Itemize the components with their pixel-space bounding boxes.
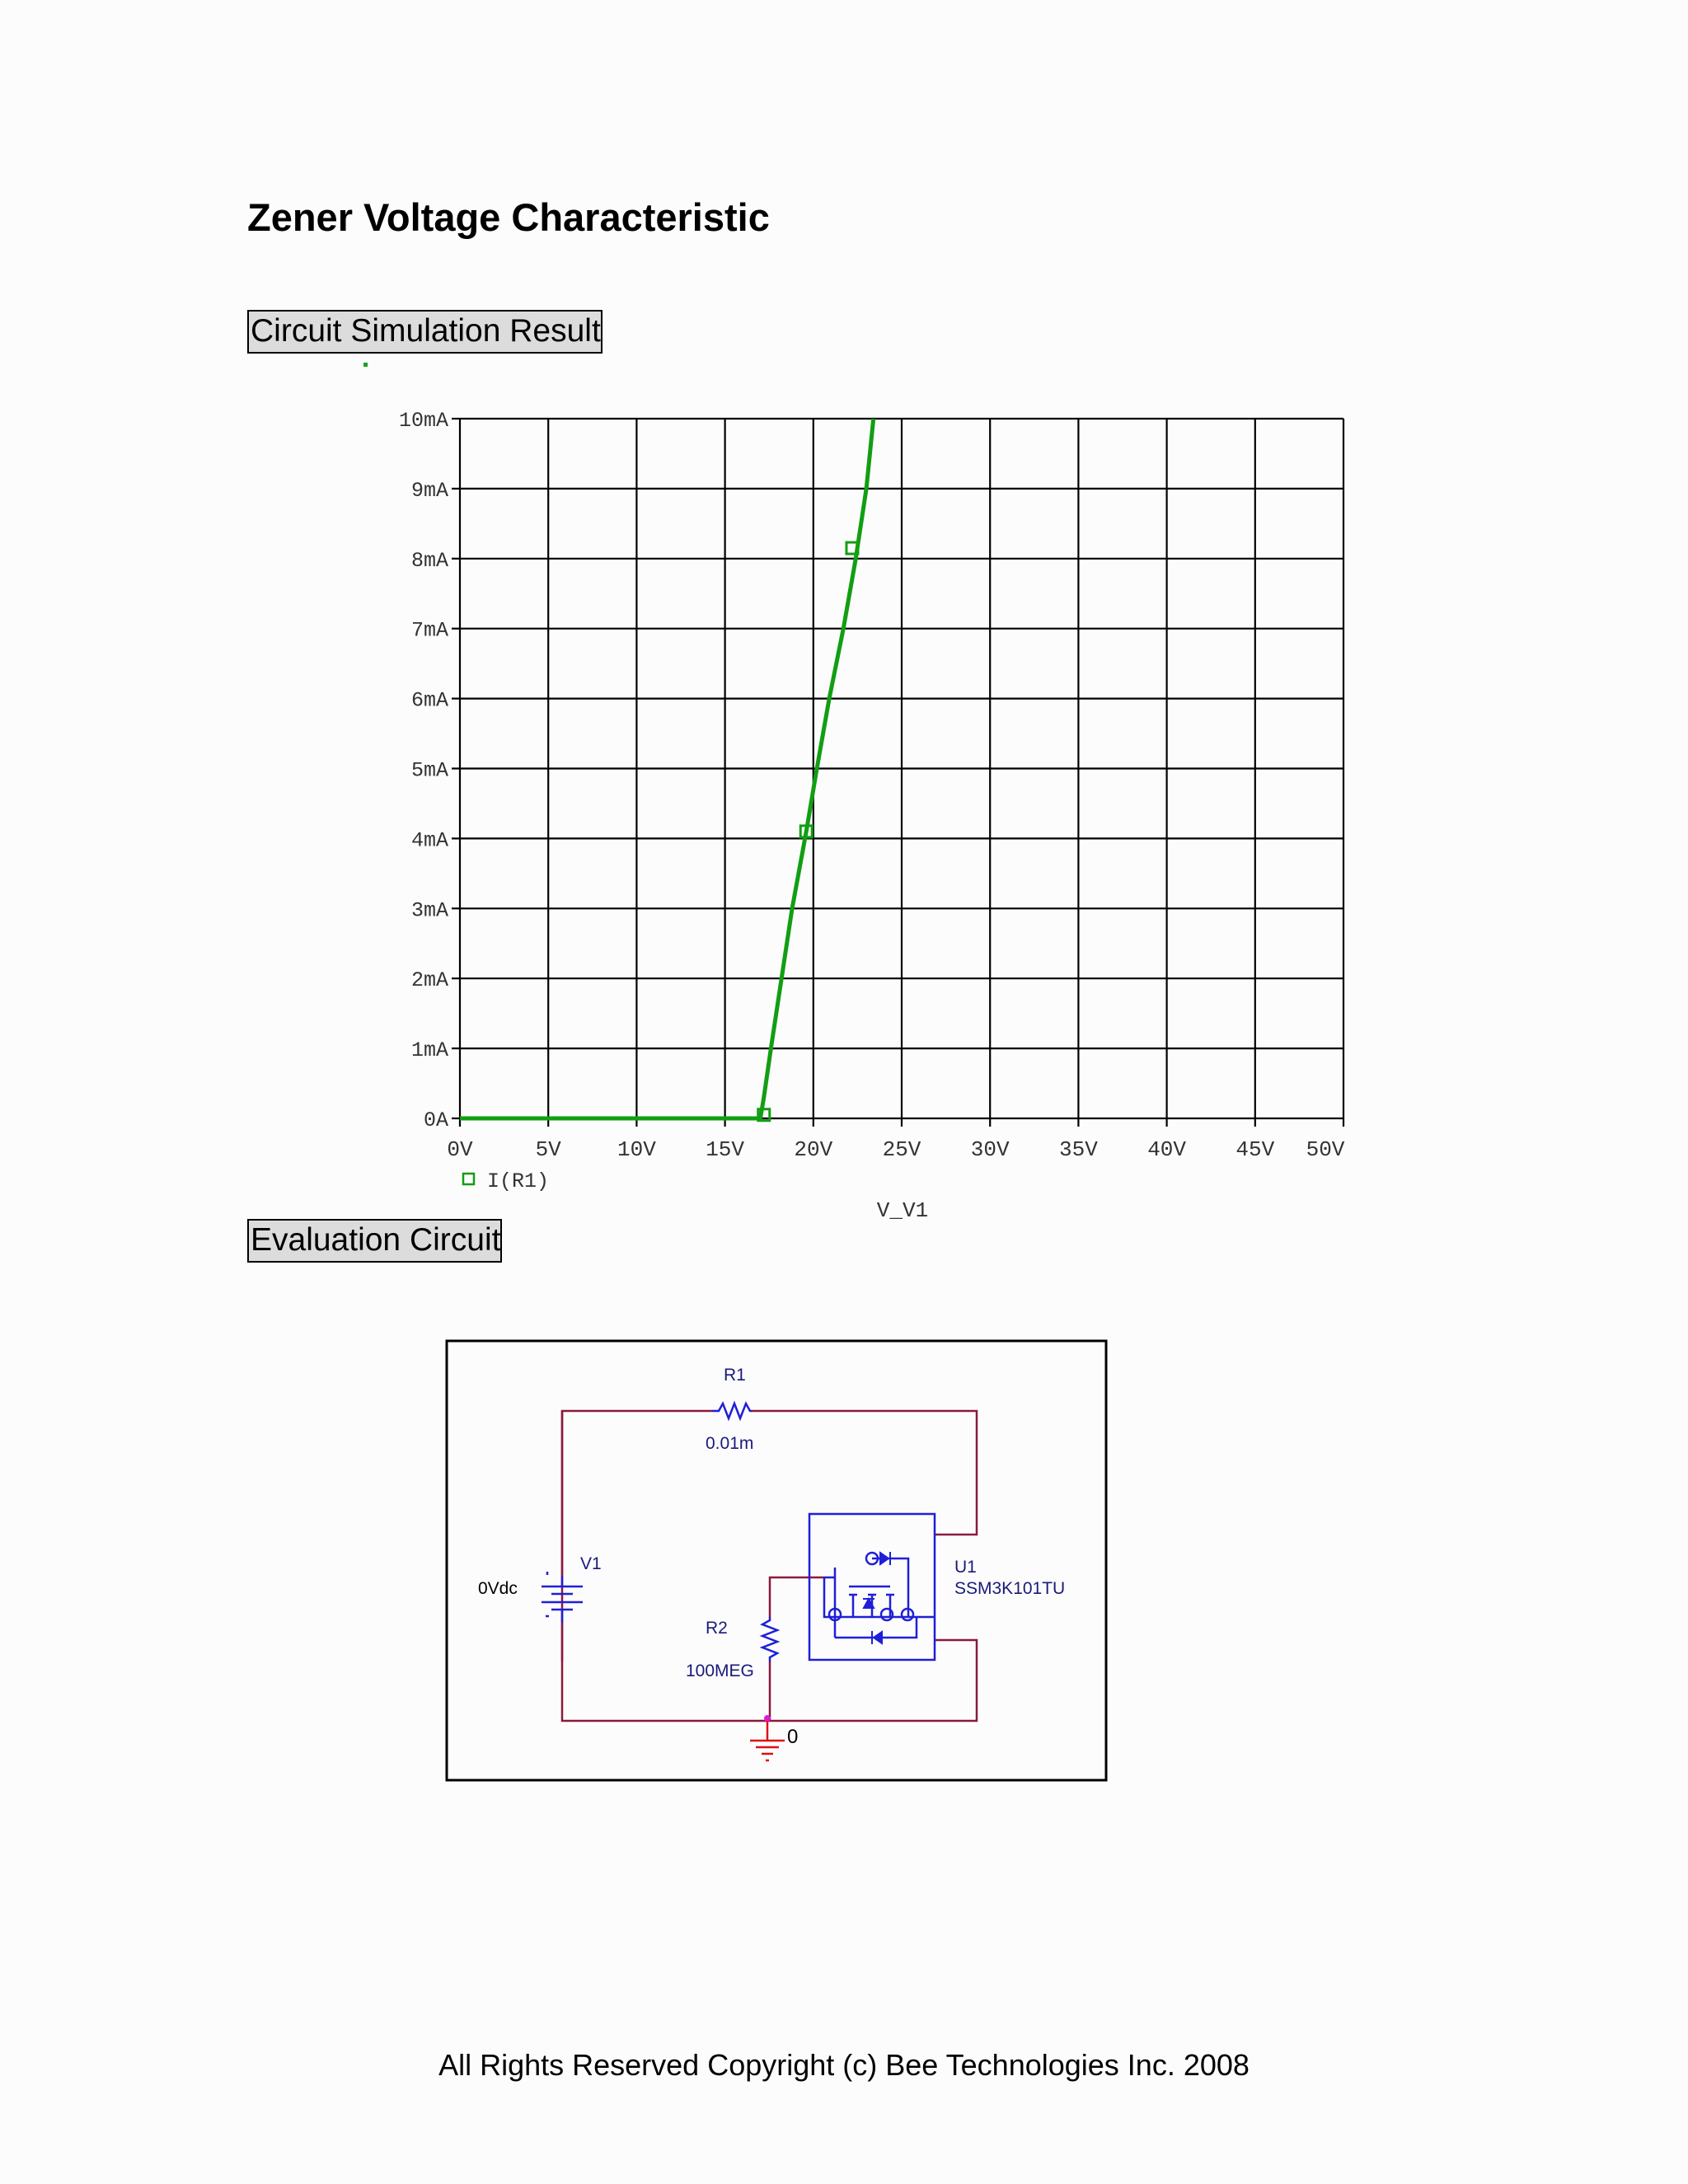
- r2-value: 100MEG: [686, 1661, 754, 1680]
- u1-part: SSM3K101TU: [954, 1579, 1065, 1598]
- chart-grid: [452, 417, 1345, 1127]
- page-title: Zener Voltage Characteristic: [247, 195, 770, 239]
- y-tick-label-9: 9mA: [411, 479, 448, 503]
- x-tick-label-4: 20V: [794, 1137, 832, 1162]
- x-tick-label-0: 0V: [447, 1137, 473, 1162]
- x-tick-label-7: 35V: [1059, 1137, 1098, 1162]
- r1-name: R1: [724, 1366, 746, 1385]
- x-tick-label-5: 25V: [883, 1137, 921, 1162]
- u1-name: U1: [954, 1558, 977, 1577]
- legend-marker: [462, 1172, 476, 1186]
- v1-source: [542, 1572, 583, 1623]
- v1-name: V1: [580, 1554, 602, 1573]
- y-tick-label-1: 1mA: [411, 1038, 448, 1062]
- x-tick-label-1: 5V: [536, 1137, 562, 1162]
- series-marker-1: [799, 824, 814, 839]
- series-line-0: [460, 418, 876, 1121]
- y-tick-label-5: 5mA: [411, 759, 448, 783]
- wires: [560, 1409, 978, 1722]
- r2-name: R2: [706, 1619, 728, 1638]
- series-marker-0: [757, 1108, 771, 1122]
- r1-resistor: [712, 1400, 752, 1422]
- r2-resistor: [759, 1617, 781, 1661]
- y-tick-label-7: 7mA: [411, 619, 448, 643]
- zener-iv-chart: 0A 1mA 2mA 3mA 4mA 5mA 6mA 7mA 8mA 9mA 10mA 0V 5V 10…: [399, 409, 1345, 1223]
- x-axis-ticks: 0V 5V 10V 15V 20V 25V 30V 35V 40V 45V 50V: [447, 1137, 1344, 1162]
- y-tick-label-10: 10mA: [399, 409, 448, 433]
- x-tick-label-8: 40V: [1147, 1137, 1186, 1162]
- copyright-footer: All Rights Reserved Copyright (c) Bee Te…: [438, 2048, 1250, 2082]
- y-tick-label-8: 8mA: [411, 549, 448, 573]
- x-tick-label-10: 50V: [1306, 1137, 1345, 1162]
- ground-label: 0: [787, 1726, 798, 1748]
- v1-value: 0Vdc: [478, 1579, 518, 1598]
- schematic-frame: [445, 1339, 1108, 1782]
- x-tick-label-6: 30V: [971, 1137, 1010, 1162]
- x-tick-label-3: 15V: [706, 1137, 744, 1162]
- y-tick-label-4: 4mA: [411, 828, 448, 852]
- x-tick-label-2: 10V: [617, 1137, 656, 1162]
- legend-label-i-r1: I(R1): [487, 1169, 549, 1193]
- y-tick-label-0: 0A: [424, 1108, 448, 1132]
- y-tick-label-2: 2mA: [411, 968, 448, 992]
- x-tick-label-9: 45V: [1236, 1137, 1274, 1162]
- evaluation-circuit-schematic: R1 0.01m V1 0Vdc R2 100MEG 0: [445, 1339, 1108, 1782]
- y-tick-label-6: 6mA: [411, 689, 448, 713]
- u1-mosfet: [808, 1512, 936, 1661]
- simulation-result-label: Circuit Simulation Result: [247, 310, 603, 354]
- ground-symbol: [750, 1721, 785, 1762]
- junction-dot: [764, 1715, 771, 1722]
- evaluation-circuit-label: Evaluation Circuit: [247, 1219, 503, 1263]
- y-tick-label-3: 3mA: [411, 898, 448, 922]
- x-axis-label: V_V1: [877, 1198, 928, 1223]
- r1-value: 0.01m: [706, 1434, 753, 1453]
- y-axis-ticks: 0A 1mA 2mA 3mA 4mA 5mA 6mA 7mA 8mA 9mA 10mA: [399, 409, 448, 1132]
- stray-dot: [363, 363, 368, 367]
- series-marker-2: [845, 541, 860, 555]
- chart-series: [460, 418, 876, 1122]
- chart-legend: I(R1): [462, 1169, 549, 1193]
- u1-diodes: [862, 1551, 891, 1645]
